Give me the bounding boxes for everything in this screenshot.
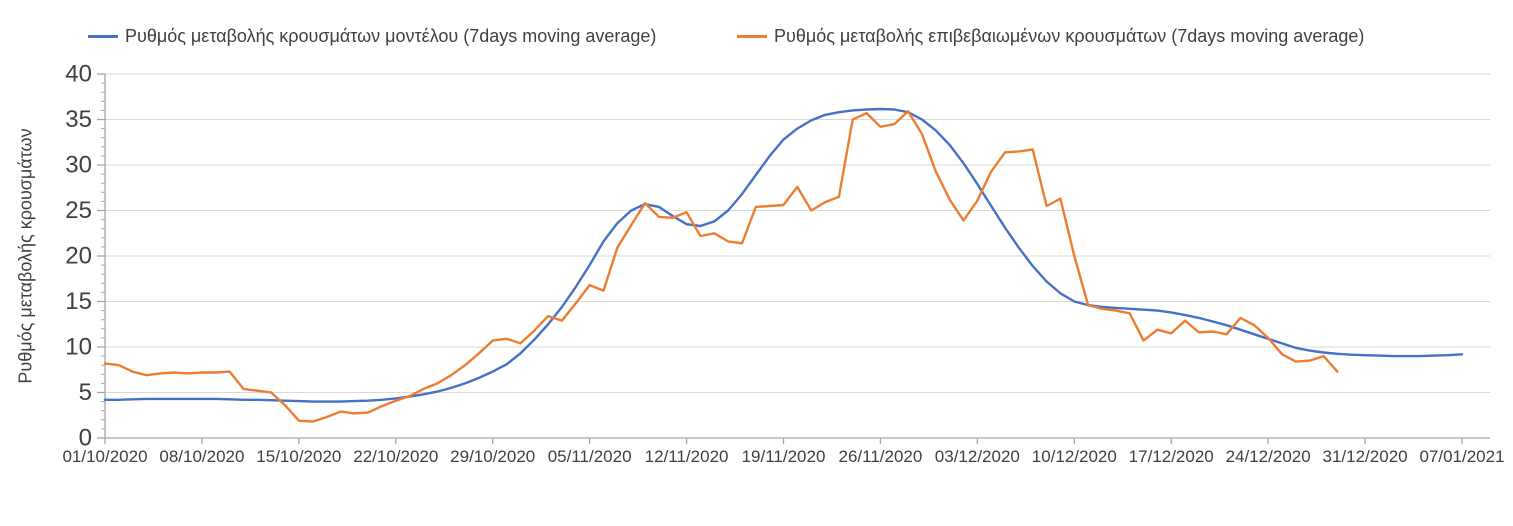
y-axis-tick-label: 5 <box>79 379 92 406</box>
y-axis-tick-label: 0 <box>79 425 92 452</box>
legend-line-swatch <box>737 35 767 38</box>
y-axis-tick-label: 20 <box>65 243 92 270</box>
x-axis-tick-label: 10/12/2020 <box>1032 447 1117 466</box>
series-line-model <box>103 107 1464 403</box>
y-axis-tick-label: 30 <box>65 152 92 179</box>
x-axis-tick-label: 12/11/2020 <box>645 447 729 466</box>
x-axis-tick-label: 19/11/2020 <box>742 447 826 466</box>
y-axis-tick-label: 25 <box>65 197 92 224</box>
x-axis-tick-label: 17/12/2020 <box>1129 447 1214 466</box>
x-axis-tick-label: 24/12/2020 <box>1226 447 1311 466</box>
legend-line-swatch <box>88 35 118 38</box>
legend-item-confirmed: Ρυθμός μεταβολής επιβεβαιωμένων κρουσμάτ… <box>737 26 1364 47</box>
y-axis-tick-label: 35 <box>65 106 92 133</box>
x-axis-tick-label: 05/11/2020 <box>548 447 632 466</box>
legend-item-model: Ρυθμός μεταβολής κρουσμάτων μοντέλου (7d… <box>88 26 656 47</box>
x-axis-tick-label: 01/10/2020 <box>62 447 147 466</box>
legend-label: Ρυθμός μεταβολής επιβεβαιωμένων κρουσμάτ… <box>774 26 1365 46</box>
x-axis-tick-label: 03/12/2020 <box>935 447 1020 466</box>
x-axis-tick-label: 08/10/2020 <box>159 447 244 466</box>
y-axis-tick-label: 40 <box>65 61 92 88</box>
legend-label: Ρυθμός μεταβολής κρουσμάτων μοντέλου (7d… <box>125 26 657 46</box>
y-axis-tick-label: 15 <box>65 288 92 315</box>
y-axis-tick-label: 10 <box>65 334 92 361</box>
series-line-confirmed <box>103 110 1339 423</box>
y-axis-title: Ρυθμός μεταβολής κρουσμάτων <box>15 128 36 384</box>
x-axis-tick-label: 26/11/2020 <box>839 447 923 466</box>
x-axis-tick-label: 29/10/2020 <box>450 447 535 466</box>
x-axis-tick-label: 31/12/2020 <box>1323 447 1408 466</box>
x-axis-tick-label: 15/10/2020 <box>256 447 341 466</box>
x-axis-tick-label: 07/01/2021 <box>1419 447 1504 466</box>
x-axis-tick-label: 22/10/2020 <box>353 447 438 466</box>
